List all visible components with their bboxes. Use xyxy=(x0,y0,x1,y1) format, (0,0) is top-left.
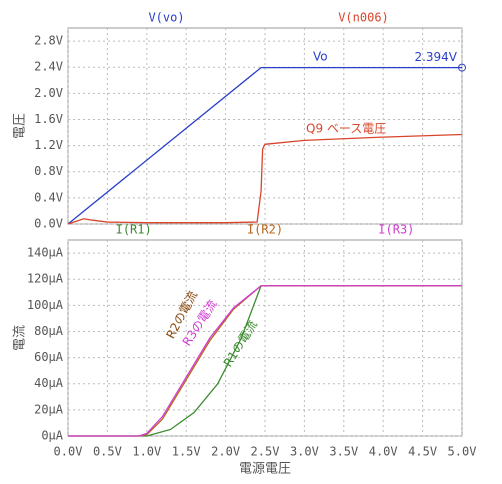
y-tick-label: 2.8V xyxy=(34,34,63,48)
y-tick-label: 2.0V xyxy=(34,86,63,100)
y-tick-label: 1.2V xyxy=(34,138,63,152)
y-tick-label: 2.4V xyxy=(34,60,63,74)
legend-label: V(n006) xyxy=(338,11,389,25)
legend-label: I(R2) xyxy=(247,223,283,237)
y-tick-label: 20µA xyxy=(34,402,64,416)
line xyxy=(67,66,462,225)
y-axis-label: 電圧 xyxy=(13,113,28,139)
plot-area xyxy=(67,239,463,437)
x-tick-label: 1.5V xyxy=(172,445,201,459)
line xyxy=(67,133,463,225)
value-label: 2.394V xyxy=(414,50,457,64)
x-tick-label: 0.5V xyxy=(93,445,122,459)
y-tick-label: 1.6V xyxy=(34,112,63,126)
point-marker xyxy=(458,63,466,72)
line xyxy=(68,285,462,437)
x-tick-label: 5.0V xyxy=(448,445,477,459)
y-axis-label: 電流 xyxy=(13,325,28,351)
x-tick-label: 2.0V xyxy=(211,445,240,459)
x-tick-label: 2.5V xyxy=(251,445,280,459)
y-tick-label: 40µA xyxy=(34,376,64,390)
y-tick-label: 80µA xyxy=(34,324,64,338)
x-tick-label: 3.0V xyxy=(290,445,319,459)
legend-label: V(vo) xyxy=(148,11,184,25)
plot-area xyxy=(67,27,463,225)
y-tick-label: 0.4V xyxy=(34,190,63,204)
x-tick-label: 3.5V xyxy=(329,445,358,459)
x-tick-label: 4.0V xyxy=(369,445,398,459)
x-axis-label: 電源電圧 xyxy=(239,462,291,477)
y-tick-label: 0.8V xyxy=(34,164,63,178)
legend-label: I(R3) xyxy=(378,223,414,237)
annotation: Q9 ベース電圧 xyxy=(306,122,386,136)
y-tick-label: 60µA xyxy=(34,350,64,364)
y-tick-label: 0.0V xyxy=(34,217,63,231)
x-tick-label: 1.0V xyxy=(132,445,161,459)
line xyxy=(68,285,462,437)
x-tick-label: 0.0V xyxy=(54,445,83,459)
y-tick-label: 0µA xyxy=(41,429,63,443)
legend-label: I(R1) xyxy=(116,223,152,237)
x-tick-label: 4.5V xyxy=(408,445,437,459)
y-tick-label: 100µA xyxy=(27,298,64,312)
annotation: Vo xyxy=(313,50,328,64)
y-tick-label: 120µA xyxy=(27,272,64,286)
y-tick-label: 140µA xyxy=(27,246,64,260)
